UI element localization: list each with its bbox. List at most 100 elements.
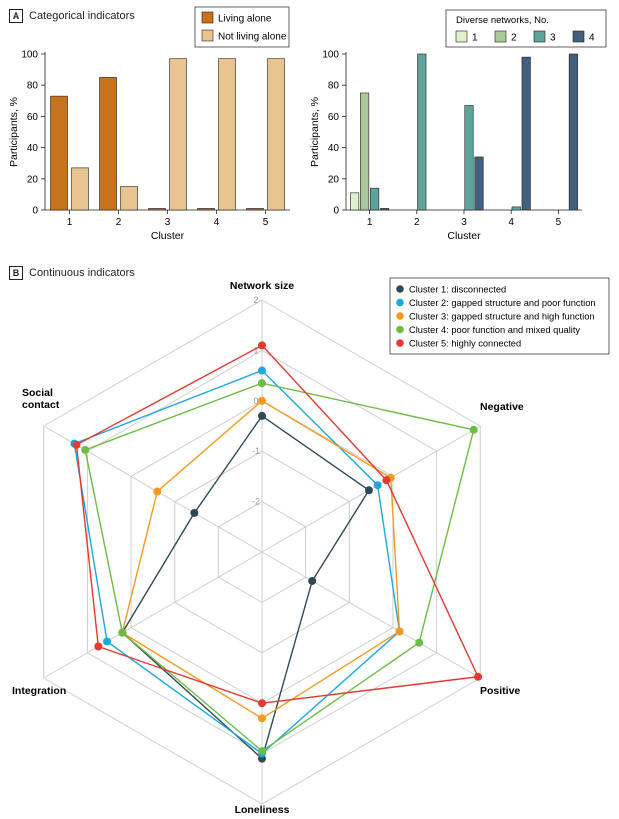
- point-cluster-5-negative: [382, 476, 391, 485]
- legend-label-living-alone: Living alone: [218, 14, 272, 25]
- y-axis-label: Participants, %: [309, 97, 321, 167]
- y-tick-label: 40: [27, 143, 39, 154]
- bar-living-alone-cluster-3: [148, 208, 166, 211]
- x-tick-label: 1: [367, 217, 373, 228]
- bar-not-living-alone-cluster-5: [267, 58, 285, 211]
- bar-not-living-alone-cluster-1: [71, 167, 89, 211]
- legend-swatch-4: [572, 30, 585, 43]
- y-tick-label: 100: [322, 50, 339, 61]
- y-tick-label: 80: [328, 81, 340, 92]
- panel-b-title: Continuous indicators: [29, 267, 135, 279]
- point-cluster-3-social-contact: [153, 487, 162, 496]
- legend-label-3: 3: [550, 33, 556, 44]
- radar-legend-box: [389, 277, 610, 355]
- legend-label-2: 2: [511, 33, 517, 44]
- axis-label-negative: Negative: [480, 401, 524, 413]
- point-cluster-5-network-size: [258, 341, 266, 350]
- point-cluster-5-integration: [94, 642, 103, 651]
- x-tick-label: 1: [67, 217, 73, 228]
- legend-label-4: 4: [589, 33, 595, 44]
- legend-label-cluster-3: Cluster 3: gapped structure and high fun…: [409, 312, 595, 322]
- point-cluster-4-integration: [118, 628, 127, 637]
- x-tick-label: 5: [556, 217, 562, 228]
- point-cluster-5-social-contact: [72, 440, 81, 449]
- radar-tick-label: 1: [253, 345, 258, 355]
- y-tick-label: 0: [333, 206, 339, 217]
- point-cluster-4-network-size: [258, 379, 266, 388]
- legend-title: Diverse networks, No.: [456, 15, 549, 26]
- panel-a-title: Categorical indicators: [29, 10, 135, 22]
- radar-spoke: [261, 551, 481, 679]
- bar-2-cluster-1: [360, 92, 370, 211]
- panel-a-letter: A: [9, 9, 23, 23]
- legend-swatch-3: [533, 30, 546, 43]
- x-tick-label: 3: [165, 217, 171, 228]
- bar-living-alone-cluster-4: [197, 208, 215, 211]
- axis-label-positive: Positive: [480, 685, 520, 697]
- y-tick-label: 80: [27, 81, 39, 92]
- series-line-cluster-5: [75, 344, 480, 704]
- point-cluster-4-positive: [415, 638, 424, 647]
- point-cluster-2-integration: [103, 637, 112, 646]
- panel-a-header: A Categorical indicators: [9, 9, 135, 23]
- x-tick-label: 2: [116, 217, 122, 228]
- point-cluster-1-positive: [308, 576, 317, 585]
- legend-swatch-1: [455, 30, 468, 43]
- radar-tick-label: 0: [253, 396, 258, 406]
- legend-label-1: 1: [472, 33, 478, 44]
- legend-label-cluster-2: Cluster 2: gapped structure and poor fun…: [409, 298, 596, 308]
- x-axis-label: Cluster: [151, 230, 185, 242]
- legend-marker-cluster-3: [396, 312, 404, 320]
- point-cluster-3-network-size: [258, 396, 266, 405]
- y-tick-label: 40: [328, 143, 340, 154]
- point-cluster-1-negative: [364, 486, 373, 495]
- point-cluster-4-negative: [469, 425, 478, 434]
- bar-not-living-alone-cluster-2: [120, 186, 138, 211]
- legend-swatch-2: [494, 30, 507, 43]
- y-tick-label: 60: [27, 112, 39, 123]
- legend-label-not-living-alone: Not living alone: [218, 32, 287, 43]
- bar-1-cluster-1: [350, 192, 360, 211]
- legend-marker-cluster-4: [396, 325, 404, 334]
- axis-label-social-contact: Social contact: [22, 387, 60, 411]
- point-cluster-3-loneliness: [258, 714, 266, 723]
- point-cluster-1-social-contact: [190, 508, 199, 517]
- bar-3-cluster-3: [464, 105, 474, 211]
- bar-living-alone-cluster-2: [99, 77, 117, 211]
- x-tick-label: 4: [214, 217, 220, 228]
- radar-spoke: [43, 551, 263, 679]
- bar-4-cluster-5: [568, 53, 578, 211]
- radar-spoke: [43, 425, 263, 553]
- bar-4-cluster-1: [380, 208, 390, 211]
- axis-label-loneliness: Loneliness: [235, 804, 290, 816]
- y-tick-label: 100: [21, 50, 38, 61]
- point-cluster-1-network-size: [258, 411, 266, 420]
- legend-marker-cluster-1: [396, 285, 404, 293]
- point-cluster-3-positive: [395, 627, 404, 636]
- x-tick-label: 4: [508, 217, 514, 228]
- point-cluster-2-negative: [373, 481, 382, 490]
- bar-living-alone-cluster-1: [50, 95, 68, 211]
- bar-not-living-alone-cluster-4: [218, 58, 236, 211]
- point-cluster-2-network-size: [258, 366, 266, 375]
- bar-3-cluster-4: [511, 206, 521, 211]
- x-tick-label: 3: [461, 217, 467, 228]
- bar-3-cluster-2: [417, 53, 427, 211]
- bar-3-cluster-1: [370, 187, 380, 211]
- panel-b-letter: B: [9, 266, 23, 280]
- legend-label-cluster-4: Cluster 4: poor function and mixed quali…: [409, 325, 580, 335]
- point-cluster-5-positive: [474, 672, 483, 681]
- bar-4-cluster-4: [521, 56, 531, 211]
- x-tick-label: 2: [414, 217, 420, 228]
- bar-living-alone-cluster-5: [246, 208, 264, 211]
- legend-swatch-living-alone: [201, 11, 214, 24]
- y-tick-label: 0: [32, 206, 38, 217]
- radar-tick-label: -2: [252, 497, 260, 507]
- y-tick-label: 20: [328, 174, 340, 185]
- radar-tick-label: 2: [253, 295, 258, 305]
- radar-tick-label: -1: [252, 446, 260, 456]
- x-axis-label: Cluster: [447, 230, 481, 242]
- point-cluster-5-loneliness: [258, 699, 266, 708]
